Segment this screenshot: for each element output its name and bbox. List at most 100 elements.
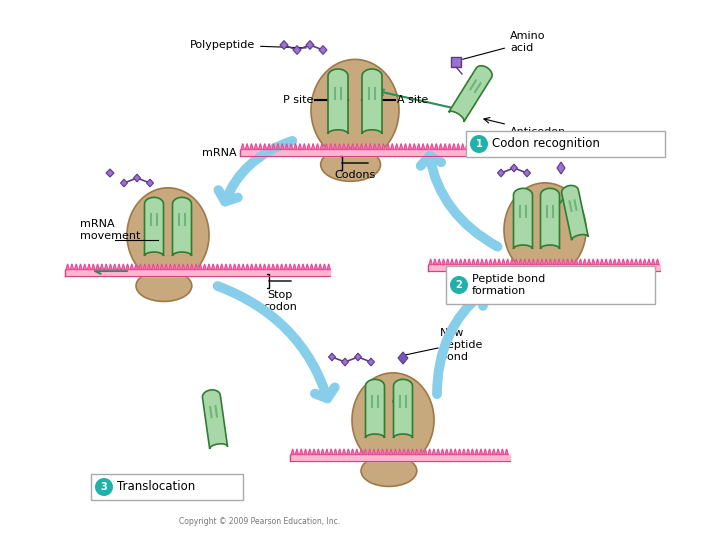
Polygon shape bbox=[152, 264, 155, 269]
Polygon shape bbox=[173, 264, 176, 269]
Polygon shape bbox=[177, 264, 181, 269]
Text: P site: P site bbox=[283, 95, 313, 105]
Polygon shape bbox=[459, 259, 462, 265]
Polygon shape bbox=[100, 264, 104, 269]
Polygon shape bbox=[160, 264, 163, 269]
Text: Stop
codon: Stop codon bbox=[263, 290, 297, 312]
Polygon shape bbox=[342, 144, 346, 150]
Polygon shape bbox=[562, 185, 588, 240]
Polygon shape bbox=[267, 264, 271, 269]
Polygon shape bbox=[367, 358, 374, 366]
Polygon shape bbox=[626, 259, 629, 265]
Polygon shape bbox=[613, 259, 616, 265]
Text: Anticodon: Anticodon bbox=[484, 118, 566, 137]
Polygon shape bbox=[338, 449, 341, 455]
Polygon shape bbox=[428, 449, 431, 455]
Polygon shape bbox=[263, 144, 266, 150]
Polygon shape bbox=[369, 144, 372, 150]
Polygon shape bbox=[318, 264, 322, 269]
Ellipse shape bbox=[320, 148, 381, 181]
Text: mRNA: mRNA bbox=[202, 148, 237, 158]
Polygon shape bbox=[258, 144, 262, 150]
Polygon shape bbox=[207, 264, 210, 269]
Polygon shape bbox=[562, 259, 565, 265]
Polygon shape bbox=[390, 449, 392, 455]
Polygon shape bbox=[647, 259, 651, 265]
Polygon shape bbox=[338, 144, 341, 150]
Circle shape bbox=[450, 276, 468, 294]
Polygon shape bbox=[608, 259, 612, 265]
Polygon shape bbox=[402, 449, 405, 455]
Polygon shape bbox=[168, 264, 172, 269]
Polygon shape bbox=[444, 144, 447, 150]
Polygon shape bbox=[320, 144, 323, 150]
Polygon shape bbox=[419, 449, 423, 455]
Ellipse shape bbox=[136, 270, 192, 301]
FancyBboxPatch shape bbox=[446, 266, 655, 304]
Polygon shape bbox=[382, 144, 385, 150]
Polygon shape bbox=[122, 264, 125, 269]
Polygon shape bbox=[643, 259, 647, 265]
Polygon shape bbox=[346, 144, 350, 150]
Polygon shape bbox=[130, 264, 133, 269]
Polygon shape bbox=[341, 358, 348, 366]
Polygon shape bbox=[439, 144, 442, 150]
Polygon shape bbox=[467, 449, 469, 455]
Polygon shape bbox=[104, 264, 108, 269]
Polygon shape bbox=[544, 259, 548, 265]
Polygon shape bbox=[133, 174, 140, 182]
Polygon shape bbox=[465, 144, 469, 150]
Polygon shape bbox=[117, 264, 121, 269]
Polygon shape bbox=[173, 198, 192, 256]
Polygon shape bbox=[493, 259, 497, 265]
Polygon shape bbox=[523, 169, 531, 177]
Polygon shape bbox=[359, 449, 363, 455]
Polygon shape bbox=[96, 264, 99, 269]
Polygon shape bbox=[502, 259, 505, 265]
Polygon shape bbox=[202, 390, 228, 449]
Polygon shape bbox=[449, 449, 453, 455]
Polygon shape bbox=[276, 144, 279, 150]
Polygon shape bbox=[454, 449, 457, 455]
Polygon shape bbox=[79, 264, 82, 269]
Polygon shape bbox=[480, 449, 482, 455]
Polygon shape bbox=[190, 264, 194, 269]
Polygon shape bbox=[328, 69, 348, 134]
Polygon shape bbox=[452, 144, 456, 150]
Polygon shape bbox=[436, 449, 440, 455]
Polygon shape bbox=[334, 449, 337, 455]
Polygon shape bbox=[592, 259, 595, 265]
Polygon shape bbox=[391, 144, 394, 150]
Polygon shape bbox=[480, 259, 484, 265]
Polygon shape bbox=[284, 264, 287, 269]
Polygon shape bbox=[467, 259, 471, 265]
Polygon shape bbox=[423, 449, 427, 455]
Polygon shape bbox=[470, 144, 473, 150]
Polygon shape bbox=[549, 259, 552, 265]
Polygon shape bbox=[280, 40, 288, 49]
Polygon shape bbox=[536, 259, 539, 265]
Polygon shape bbox=[515, 259, 518, 265]
Polygon shape bbox=[431, 144, 433, 150]
Polygon shape bbox=[458, 449, 462, 455]
Polygon shape bbox=[394, 380, 413, 438]
Polygon shape bbox=[372, 449, 376, 455]
Polygon shape bbox=[454, 259, 458, 265]
Polygon shape bbox=[276, 264, 279, 269]
Polygon shape bbox=[271, 264, 275, 269]
Polygon shape bbox=[362, 69, 382, 134]
Polygon shape bbox=[485, 259, 488, 265]
Polygon shape bbox=[316, 144, 319, 150]
Polygon shape bbox=[246, 264, 249, 269]
Polygon shape bbox=[385, 449, 388, 455]
Polygon shape bbox=[531, 259, 535, 265]
Text: Peptide bond
formation: Peptide bond formation bbox=[472, 274, 545, 296]
Polygon shape bbox=[400, 144, 402, 150]
Polygon shape bbox=[433, 259, 436, 265]
Polygon shape bbox=[408, 144, 412, 150]
Polygon shape bbox=[263, 264, 266, 269]
Text: Amino
acid: Amino acid bbox=[463, 31, 546, 59]
Polygon shape bbox=[500, 449, 504, 455]
Polygon shape bbox=[472, 259, 475, 265]
Polygon shape bbox=[510, 259, 513, 265]
